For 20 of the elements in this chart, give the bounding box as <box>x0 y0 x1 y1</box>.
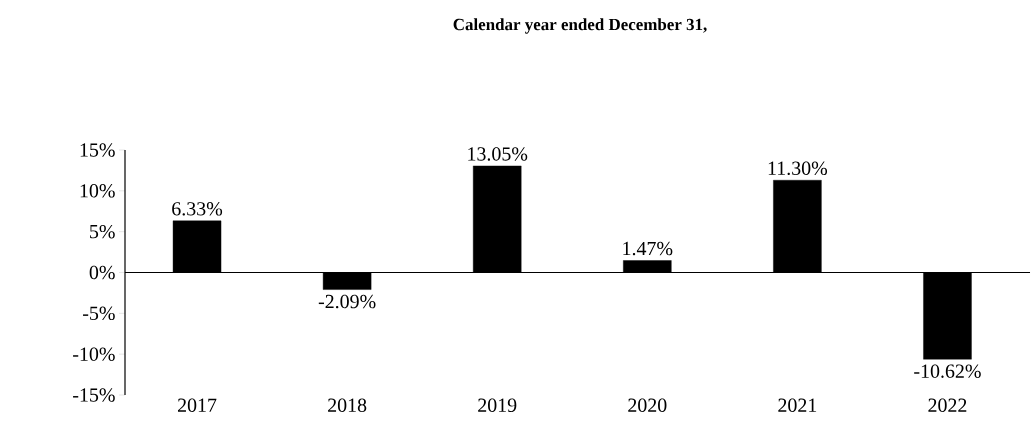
data-label: -2.09% <box>318 294 376 309</box>
x-tick-label: 2019 <box>478 398 517 412</box>
data-label: 1.47% <box>623 241 673 256</box>
y-tick-label: -5% <box>83 306 115 321</box>
data-label: 13.05% <box>468 147 528 161</box>
y-tick-label: 5% <box>90 224 115 239</box>
data-label: -10.62% <box>914 364 981 378</box>
x-tick-label: 2022 <box>928 398 967 412</box>
y-tick-label: 0% <box>89 265 115 280</box>
x-tick-label: 2021 <box>778 398 817 412</box>
chart-title: Calendar year ended December 31, <box>453 18 707 34</box>
x-tick-label: 2017 <box>177 398 217 412</box>
y-tick-label: 15% <box>80 143 115 157</box>
data-label: 11.30% <box>768 161 828 176</box>
x-tick-label: 2020 <box>628 398 667 412</box>
y-tick-label: -15% <box>73 388 115 402</box>
y-tick-label: -10% <box>73 347 115 361</box>
data-label: 6.33% <box>172 202 223 216</box>
y-tick-label: 10% <box>80 184 115 198</box>
x-tick-label: 2018 <box>328 398 367 412</box>
